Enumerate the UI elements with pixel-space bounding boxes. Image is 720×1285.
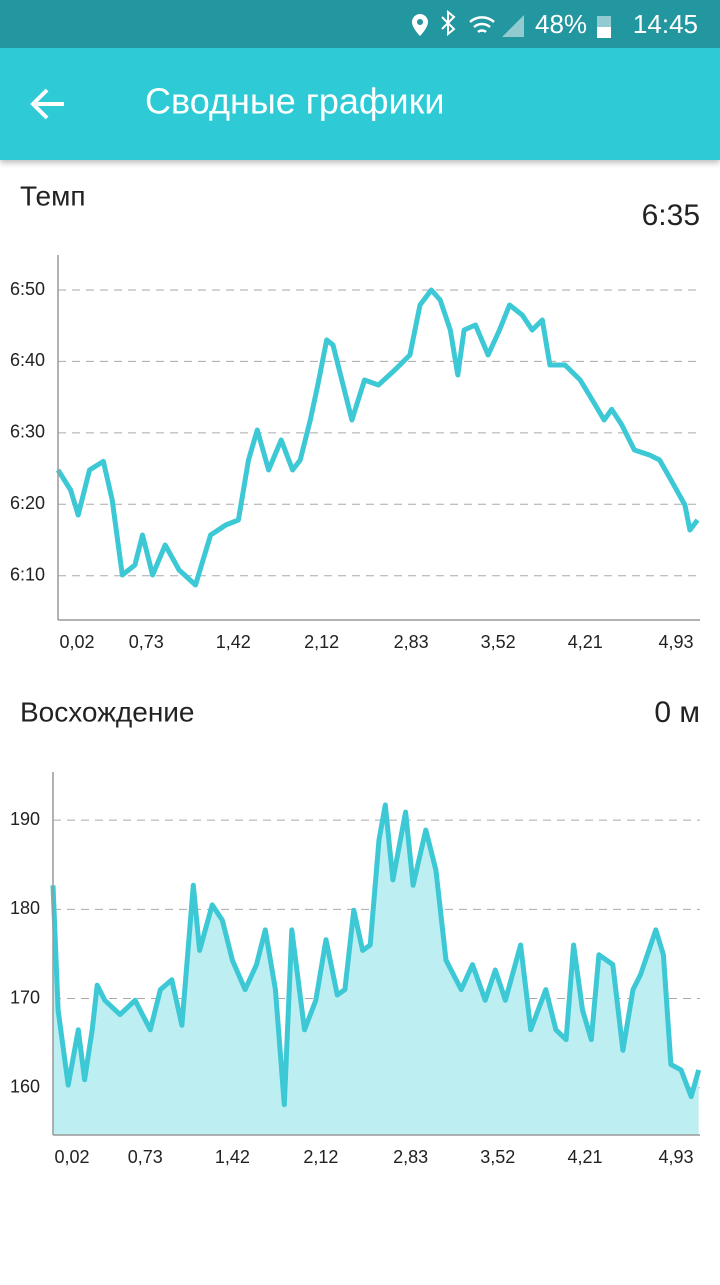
data-line bbox=[55, 287, 700, 588]
y-tick-label: 6:50 bbox=[10, 279, 45, 299]
y-tick-label: 160 bbox=[10, 1076, 40, 1096]
clock: 14:45 bbox=[633, 9, 698, 39]
battery-level bbox=[597, 27, 611, 38]
location-icon bbox=[412, 14, 428, 36]
chart-title: Темп bbox=[20, 180, 86, 211]
x-tick-label: 1,42 bbox=[215, 1147, 250, 1167]
chart-title: Восхождение bbox=[20, 696, 195, 727]
x-tick-label: 0,73 bbox=[128, 1147, 163, 1167]
y-tick-label: 6:40 bbox=[10, 350, 45, 370]
y-tick-label: 190 bbox=[10, 809, 40, 829]
x-tick-label: 2,12 bbox=[303, 1147, 338, 1167]
y-tick-label: 6:20 bbox=[10, 493, 45, 513]
x-tick-label: 2,83 bbox=[394, 632, 429, 652]
app-bar bbox=[0, 48, 720, 160]
y-tick-label: 170 bbox=[10, 987, 40, 1007]
y-tick-label: 6:10 bbox=[10, 564, 45, 584]
status-icons bbox=[412, 9, 611, 38]
chart-summary: 0 м bbox=[654, 696, 700, 729]
x-tick-label: 2,83 bbox=[393, 1147, 428, 1167]
bluetooth-icon bbox=[441, 9, 456, 37]
x-tick-label: 3,52 bbox=[480, 1147, 515, 1167]
x-tick-label: 4,21 bbox=[567, 1147, 602, 1167]
x-tick-label: 0,02 bbox=[54, 1147, 89, 1167]
x-tick-label: 1,42 bbox=[216, 632, 251, 652]
chart-summary: 6:35 bbox=[642, 199, 700, 232]
x-tick-label: 2,12 bbox=[304, 632, 339, 652]
x-tick-label: 4,93 bbox=[658, 1147, 693, 1167]
x-tick-label: 0,02 bbox=[59, 632, 94, 652]
data-line bbox=[50, 802, 702, 1108]
signal-icon bbox=[502, 15, 524, 37]
x-tick-label: 4,93 bbox=[659, 632, 694, 652]
x-tick-label: 3,52 bbox=[481, 632, 516, 652]
wifi-icon bbox=[469, 16, 495, 34]
y-tick-label: 6:30 bbox=[10, 422, 45, 442]
back-button[interactable] bbox=[30, 88, 64, 120]
status-bar bbox=[0, 0, 720, 48]
x-tick-label: 4,21 bbox=[568, 632, 603, 652]
app-title: Сводные графики bbox=[145, 81, 445, 122]
x-tick-label: 0,73 bbox=[129, 632, 164, 652]
y-tick-label: 180 bbox=[10, 898, 40, 918]
battery-text: 48% bbox=[535, 9, 587, 39]
area-fill bbox=[53, 805, 699, 1135]
